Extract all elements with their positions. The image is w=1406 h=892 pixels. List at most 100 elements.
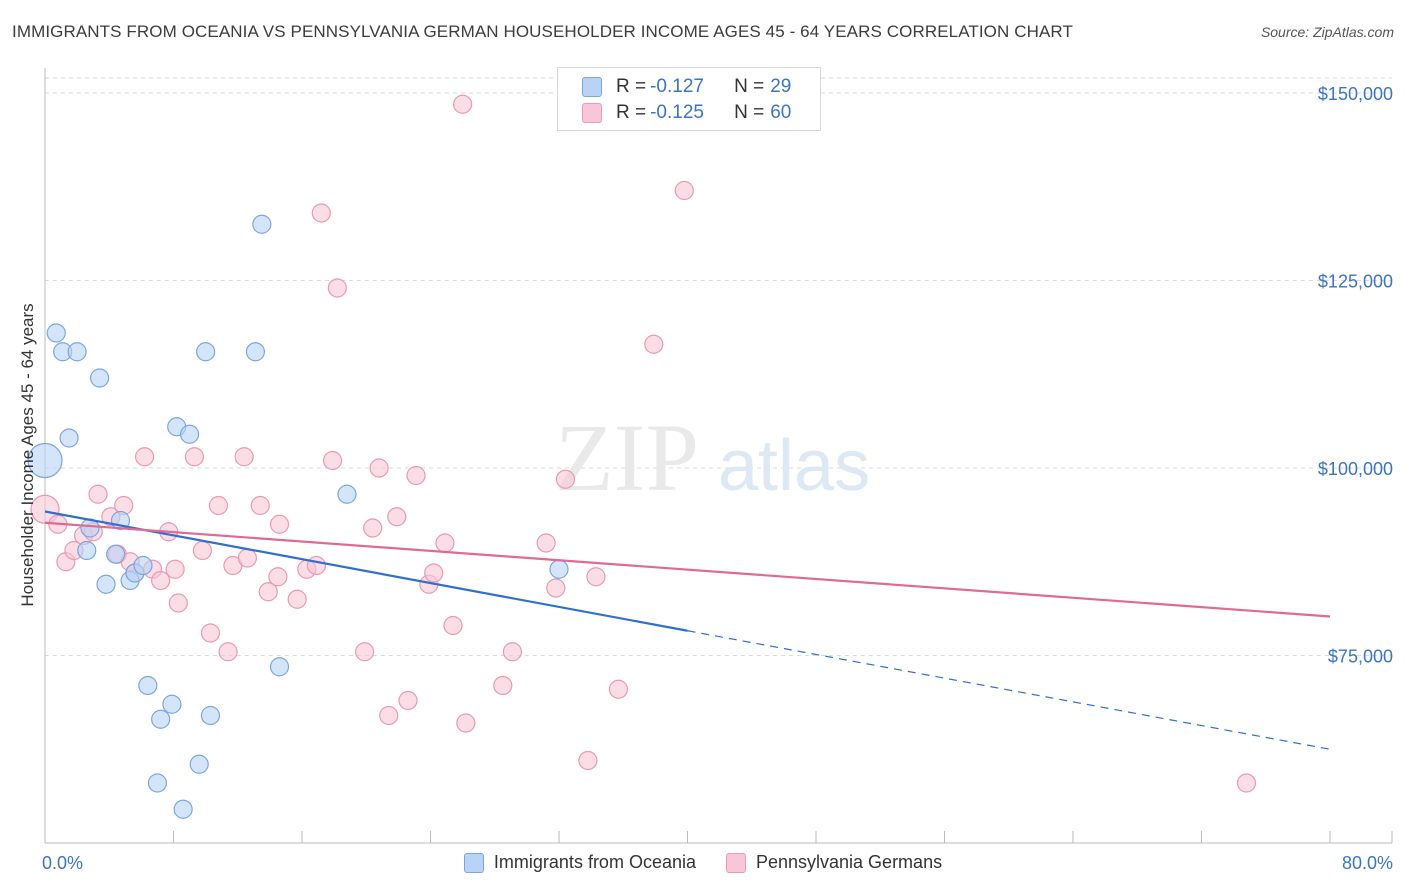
legend-r-label: R = bbox=[616, 102, 647, 123]
watermark: ZIP atlas bbox=[555, 404, 870, 511]
data-point bbox=[578, 750, 598, 771]
trend-line-pennsylvania-germans bbox=[44, 521, 1331, 618]
data-point bbox=[179, 424, 200, 444]
data-point bbox=[218, 642, 238, 662]
data-point bbox=[27, 442, 63, 479]
data-point bbox=[287, 589, 307, 609]
data-point bbox=[549, 559, 569, 579]
data-point bbox=[398, 690, 418, 711]
y-axis-title: Householder Income Ages 45 - 64 years bbox=[18, 303, 37, 606]
data-point bbox=[443, 615, 463, 636]
legend-swatch-blue bbox=[582, 77, 602, 97]
watermark-atlas: atlas bbox=[718, 426, 870, 506]
data-point bbox=[536, 533, 556, 553]
data-point bbox=[189, 754, 209, 774]
legend-n-value: 29 bbox=[770, 76, 792, 97]
data-point bbox=[586, 567, 606, 587]
y-tick-label: $75,000 bbox=[1328, 647, 1393, 667]
data-point bbox=[250, 495, 270, 516]
data-point bbox=[196, 342, 216, 362]
data-point bbox=[77, 540, 97, 561]
data-point bbox=[369, 458, 389, 478]
data-point bbox=[555, 469, 576, 489]
data-point bbox=[269, 514, 290, 534]
series-legend-swatch-pink bbox=[725, 852, 746, 873]
data-point bbox=[173, 799, 193, 819]
data-point bbox=[424, 563, 444, 583]
correlation-legend: R = -0.127 N = 29 R = -0.125 N = 60 bbox=[557, 67, 821, 131]
grid-lines bbox=[45, 77, 1392, 656]
data-point bbox=[306, 555, 327, 576]
data-point bbox=[151, 709, 171, 729]
data-point bbox=[134, 447, 155, 467]
data-point bbox=[546, 578, 566, 598]
source-note: Source: ZipAtlas.com bbox=[1260, 24, 1394, 40]
data-point bbox=[138, 675, 158, 696]
data-point bbox=[165, 559, 185, 579]
data-point bbox=[133, 555, 153, 576]
data-point bbox=[59, 428, 79, 448]
series-legend-oceania: Immigrants from Oceania bbox=[463, 852, 696, 873]
data-point bbox=[644, 334, 664, 354]
data-point bbox=[252, 214, 272, 234]
legend-n-value: 60 bbox=[770, 102, 792, 123]
data-point bbox=[435, 533, 455, 553]
data-point bbox=[90, 368, 110, 388]
y-tick-label: $100,000 bbox=[1318, 459, 1393, 479]
series-legend-pennsylvania-germans: Pennsylvania Germans bbox=[725, 852, 943, 873]
chart-title: IMMIGRANTS FROM OCEANIA VS PENNSYLVANIA … bbox=[12, 22, 1073, 41]
tick-labels: $75,000 $100,000 $125,000 $150,000 0.0% 80.0% bbox=[42, 84, 1393, 873]
data-point bbox=[208, 495, 229, 516]
data-point bbox=[674, 180, 694, 201]
x-tick-label: 0.0% bbox=[42, 853, 83, 873]
data-point bbox=[258, 582, 278, 602]
legend-swatch-pink bbox=[582, 103, 602, 123]
series-legend-swatch-blue bbox=[463, 852, 484, 873]
legend-r-value: -0.127 bbox=[650, 76, 704, 97]
series-legend-label: Pennsylvania Germans bbox=[755, 852, 943, 872]
series-legend: Immigrants from Oceania Pennsylvania Ger… bbox=[0, 852, 1406, 873]
x-tick-label: 80.0% bbox=[1342, 853, 1393, 873]
data-point bbox=[234, 447, 254, 467]
data-point bbox=[502, 642, 523, 662]
data-point bbox=[162, 694, 182, 714]
data-point bbox=[245, 342, 266, 362]
data-point bbox=[406, 465, 426, 486]
data-point bbox=[355, 642, 375, 662]
data-point bbox=[311, 203, 331, 223]
data-point bbox=[456, 713, 476, 733]
data-point bbox=[106, 544, 126, 564]
data-point bbox=[269, 657, 290, 677]
legend-r-label: R = bbox=[616, 76, 647, 97]
data-point bbox=[322, 450, 343, 471]
data-point bbox=[88, 484, 108, 504]
legend-n-label: N = bbox=[734, 102, 765, 123]
legend-row-oceania: R = -0.127 N = 29 bbox=[582, 75, 791, 99]
data-point bbox=[493, 675, 513, 696]
data-point bbox=[453, 94, 473, 114]
data-point bbox=[327, 278, 347, 298]
trend-lines bbox=[44, 510, 1331, 750]
data-point bbox=[200, 623, 221, 643]
y-tick-label: $125,000 bbox=[1318, 272, 1393, 292]
data-point bbox=[96, 574, 116, 594]
series-legend-label: Immigrants from Oceania bbox=[493, 852, 696, 872]
data-point bbox=[608, 679, 629, 699]
data-point bbox=[363, 518, 383, 538]
data-point bbox=[387, 507, 407, 527]
legend-row-pennsylvania-germans: R = -0.125 N = 60 bbox=[582, 101, 791, 125]
data-point bbox=[168, 593, 188, 613]
legend-n-label: N = bbox=[734, 76, 765, 97]
trend-line-oceania-extension bbox=[687, 630, 1331, 750]
legend-r-value: -0.125 bbox=[650, 102, 704, 123]
data-point bbox=[151, 570, 171, 591]
data-point bbox=[67, 342, 87, 362]
data-point bbox=[1236, 773, 1257, 793]
watermark-zip: ZIP bbox=[555, 404, 699, 511]
data-point bbox=[184, 447, 204, 467]
series-immigrants-from-oceania bbox=[27, 214, 569, 819]
data-point bbox=[237, 548, 257, 568]
data-point bbox=[379, 705, 399, 726]
data-point bbox=[192, 540, 213, 561]
